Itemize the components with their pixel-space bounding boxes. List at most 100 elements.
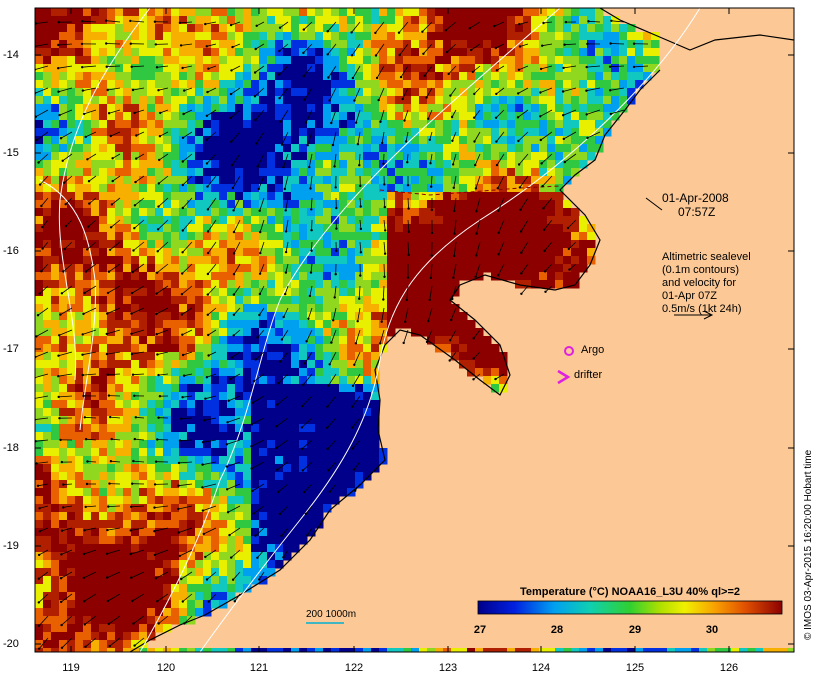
sst-cell: [91, 560, 100, 569]
sst-cell: [563, 272, 572, 281]
sst-cell: [243, 336, 252, 345]
sst-cell: [155, 536, 164, 545]
sst-cell: [371, 104, 380, 113]
sst-cell: [411, 48, 420, 57]
sst-cell: [243, 264, 252, 273]
sst-cell: [35, 328, 44, 337]
sst-cell: [331, 392, 340, 401]
sst-cell: [291, 432, 300, 441]
sst-cell: [211, 368, 220, 377]
sst-cell: [115, 144, 124, 153]
sst-cell: [643, 648, 652, 652]
sst-cell: [419, 248, 428, 257]
sst-cell: [243, 32, 252, 41]
velocity-arrow-head: [134, 180, 137, 184]
sst-cell: [91, 88, 100, 97]
sst-cell: [179, 520, 188, 529]
sealevel-contour: [39, 179, 96, 431]
sst-cell: [379, 200, 388, 209]
sst-cell: [443, 104, 452, 113]
sst-cell: [123, 432, 132, 441]
velocity-arrow: [207, 175, 217, 187]
sst-cell: [211, 8, 220, 17]
velocity-arrow-head: [36, 314, 40, 317]
sst-cell: [123, 464, 132, 473]
sst-cell: [227, 120, 236, 129]
sst-cell: [195, 208, 204, 217]
sst-cell: [227, 352, 236, 361]
sst-cell: [467, 128, 476, 137]
velocity-arrow: [158, 153, 169, 161]
sst-cell: [571, 120, 580, 129]
sst-cell: [163, 376, 172, 385]
velocity-arrow: [64, 241, 73, 250]
sst-cell: [587, 128, 596, 137]
sst-cell: [139, 160, 148, 169]
sst-cell: [211, 104, 220, 113]
sst-cell: [139, 528, 148, 537]
sst-cell: [251, 464, 260, 473]
sst-cell: [123, 504, 132, 513]
sst-cell: [155, 128, 164, 137]
sst-cell: [435, 296, 444, 305]
sst-cell: [59, 24, 68, 33]
sst-cell: [139, 608, 148, 617]
sst-cell: [35, 312, 44, 321]
sst-cell: [43, 648, 52, 652]
sst-cell: [251, 504, 260, 513]
sst-cell: [315, 432, 324, 441]
sst-cell: [459, 648, 468, 652]
sst-cell: [99, 120, 108, 129]
sst-cell: [403, 256, 412, 265]
sst-cell: [51, 176, 60, 185]
sst-cell: [371, 232, 380, 241]
sst-cell: [371, 288, 380, 297]
sst-cell: [363, 360, 372, 369]
sst-cell: [435, 272, 444, 281]
sst-cell: [35, 400, 44, 409]
sst-cell: [147, 480, 156, 489]
sst-cell: [59, 600, 68, 609]
sst-cell: [475, 344, 484, 353]
sst-cell: [51, 640, 60, 649]
sst-cell: [219, 152, 228, 161]
sst-cell: [531, 88, 540, 97]
sst-cell: [51, 544, 60, 553]
sst-cell: [163, 328, 172, 337]
sst-cell: [35, 512, 44, 521]
sst-cell: [179, 264, 188, 273]
velocity-arrow-head: [516, 116, 520, 119]
sst-cell: [355, 368, 364, 377]
velocity-arrow: [281, 131, 289, 145]
velocity-arrow-head: [451, 297, 454, 301]
sst-cell: [459, 344, 468, 353]
sst-cell: [275, 456, 284, 465]
sst-cell: [363, 416, 372, 425]
sst-cell: [75, 520, 84, 529]
sst-cell: [139, 512, 148, 521]
sst-cell: [187, 232, 196, 241]
sst-cell: [35, 240, 44, 249]
sst-cell: [315, 120, 324, 129]
sst-cell: [35, 448, 44, 457]
sst-cell: [43, 264, 52, 273]
sst-cell: [267, 488, 276, 497]
sst-cell: [139, 360, 148, 369]
velocity-arrow-head: [495, 163, 499, 167]
sst-cell: [51, 488, 60, 497]
sst-cell: [227, 208, 236, 217]
sst-cell: [363, 280, 372, 289]
sst-cell: [531, 168, 540, 177]
sst-cell: [315, 48, 324, 57]
velocity-arrow-head: [543, 270, 547, 273]
sst-cell: [283, 104, 292, 113]
sst-cell: [115, 272, 124, 281]
sst-cell: [203, 560, 212, 569]
sst-cell: [115, 248, 124, 257]
sst-cell: [355, 280, 364, 289]
sst-cell: [83, 344, 92, 353]
sst-cell: [307, 472, 316, 481]
sst-cell: [499, 248, 508, 257]
sst-cell: [451, 336, 460, 345]
sst-cell: [179, 184, 188, 193]
